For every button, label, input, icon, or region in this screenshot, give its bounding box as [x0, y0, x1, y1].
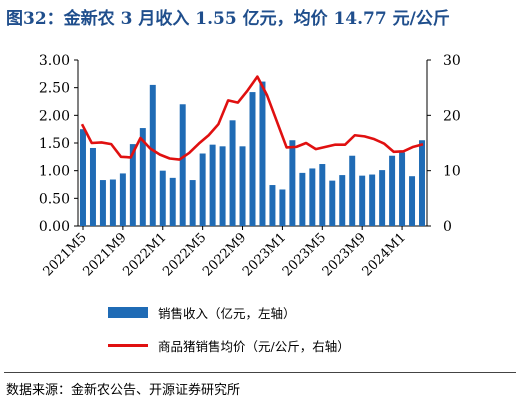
revenue-bar: [419, 140, 425, 226]
left-tick-label: 0.50: [39, 191, 70, 207]
revenue-bar: [150, 85, 156, 226]
divider: [4, 372, 516, 373]
revenue-bar: [299, 173, 305, 226]
revenue-bar: [269, 185, 275, 226]
legend-swatch-bar: [108, 307, 148, 318]
legend-swatch-line: [108, 344, 148, 347]
revenue-bar: [309, 168, 315, 226]
revenue-bar: [319, 164, 325, 226]
left-tick-label: 0.00: [39, 219, 70, 235]
revenue-bar: [240, 146, 246, 226]
right-tick-label: 30: [443, 53, 461, 69]
revenue-bar: [120, 173, 126, 226]
source-note: 数据来源：金新农公告、开源证券研究所: [6, 379, 240, 398]
revenue-bar: [369, 175, 375, 226]
revenue-bar: [230, 120, 236, 226]
combo-chart: 0.000.501.001.502.002.503.0001020302021M…: [0, 0, 520, 300]
right-tick-label: 10: [443, 164, 461, 180]
revenue-bar: [200, 154, 206, 226]
revenue-bar: [279, 189, 285, 226]
x-tick-label: 2024M1: [360, 230, 409, 279]
revenue-bar: [409, 176, 415, 226]
right-tick-label: 20: [443, 108, 461, 124]
revenue-bar: [259, 82, 265, 226]
revenue-bar: [90, 148, 96, 226]
left-tick-label: 3.00: [39, 53, 70, 69]
legend-label-price: 商品猪销售均价（元/公斤，右轴）: [158, 336, 350, 355]
revenue-bar: [170, 178, 176, 226]
revenue-bar: [329, 181, 335, 226]
left-tick-label: 1.50: [39, 136, 70, 152]
revenue-bar: [250, 92, 256, 226]
revenue-bar: [80, 129, 86, 226]
revenue-bar: [289, 140, 295, 226]
revenue-bar: [359, 176, 365, 226]
revenue-bar: [180, 104, 186, 226]
revenue-bar: [190, 180, 196, 226]
legend-label-revenue: 销售收入（亿元，左轴）: [158, 303, 296, 322]
revenue-bar: [379, 170, 385, 226]
revenue-bar: [220, 146, 226, 226]
revenue-bar: [399, 152, 405, 226]
revenue-bar: [349, 156, 355, 226]
revenue-bar: [110, 180, 116, 226]
revenue-bar: [210, 145, 216, 226]
legend-item-revenue: 销售收入（亿元，左轴）: [108, 303, 296, 322]
left-tick-label: 2.00: [39, 108, 70, 124]
left-tick-label: 2.50: [39, 81, 70, 97]
legend-item-price: 商品猪销售均价（元/公斤，右轴）: [108, 336, 350, 355]
right-tick-label: 0: [443, 219, 452, 235]
revenue-bar: [339, 175, 345, 226]
left-tick-label: 1.00: [39, 164, 70, 180]
revenue-bar: [100, 180, 106, 226]
revenue-bar: [160, 171, 166, 226]
revenue-bar: [389, 156, 395, 226]
